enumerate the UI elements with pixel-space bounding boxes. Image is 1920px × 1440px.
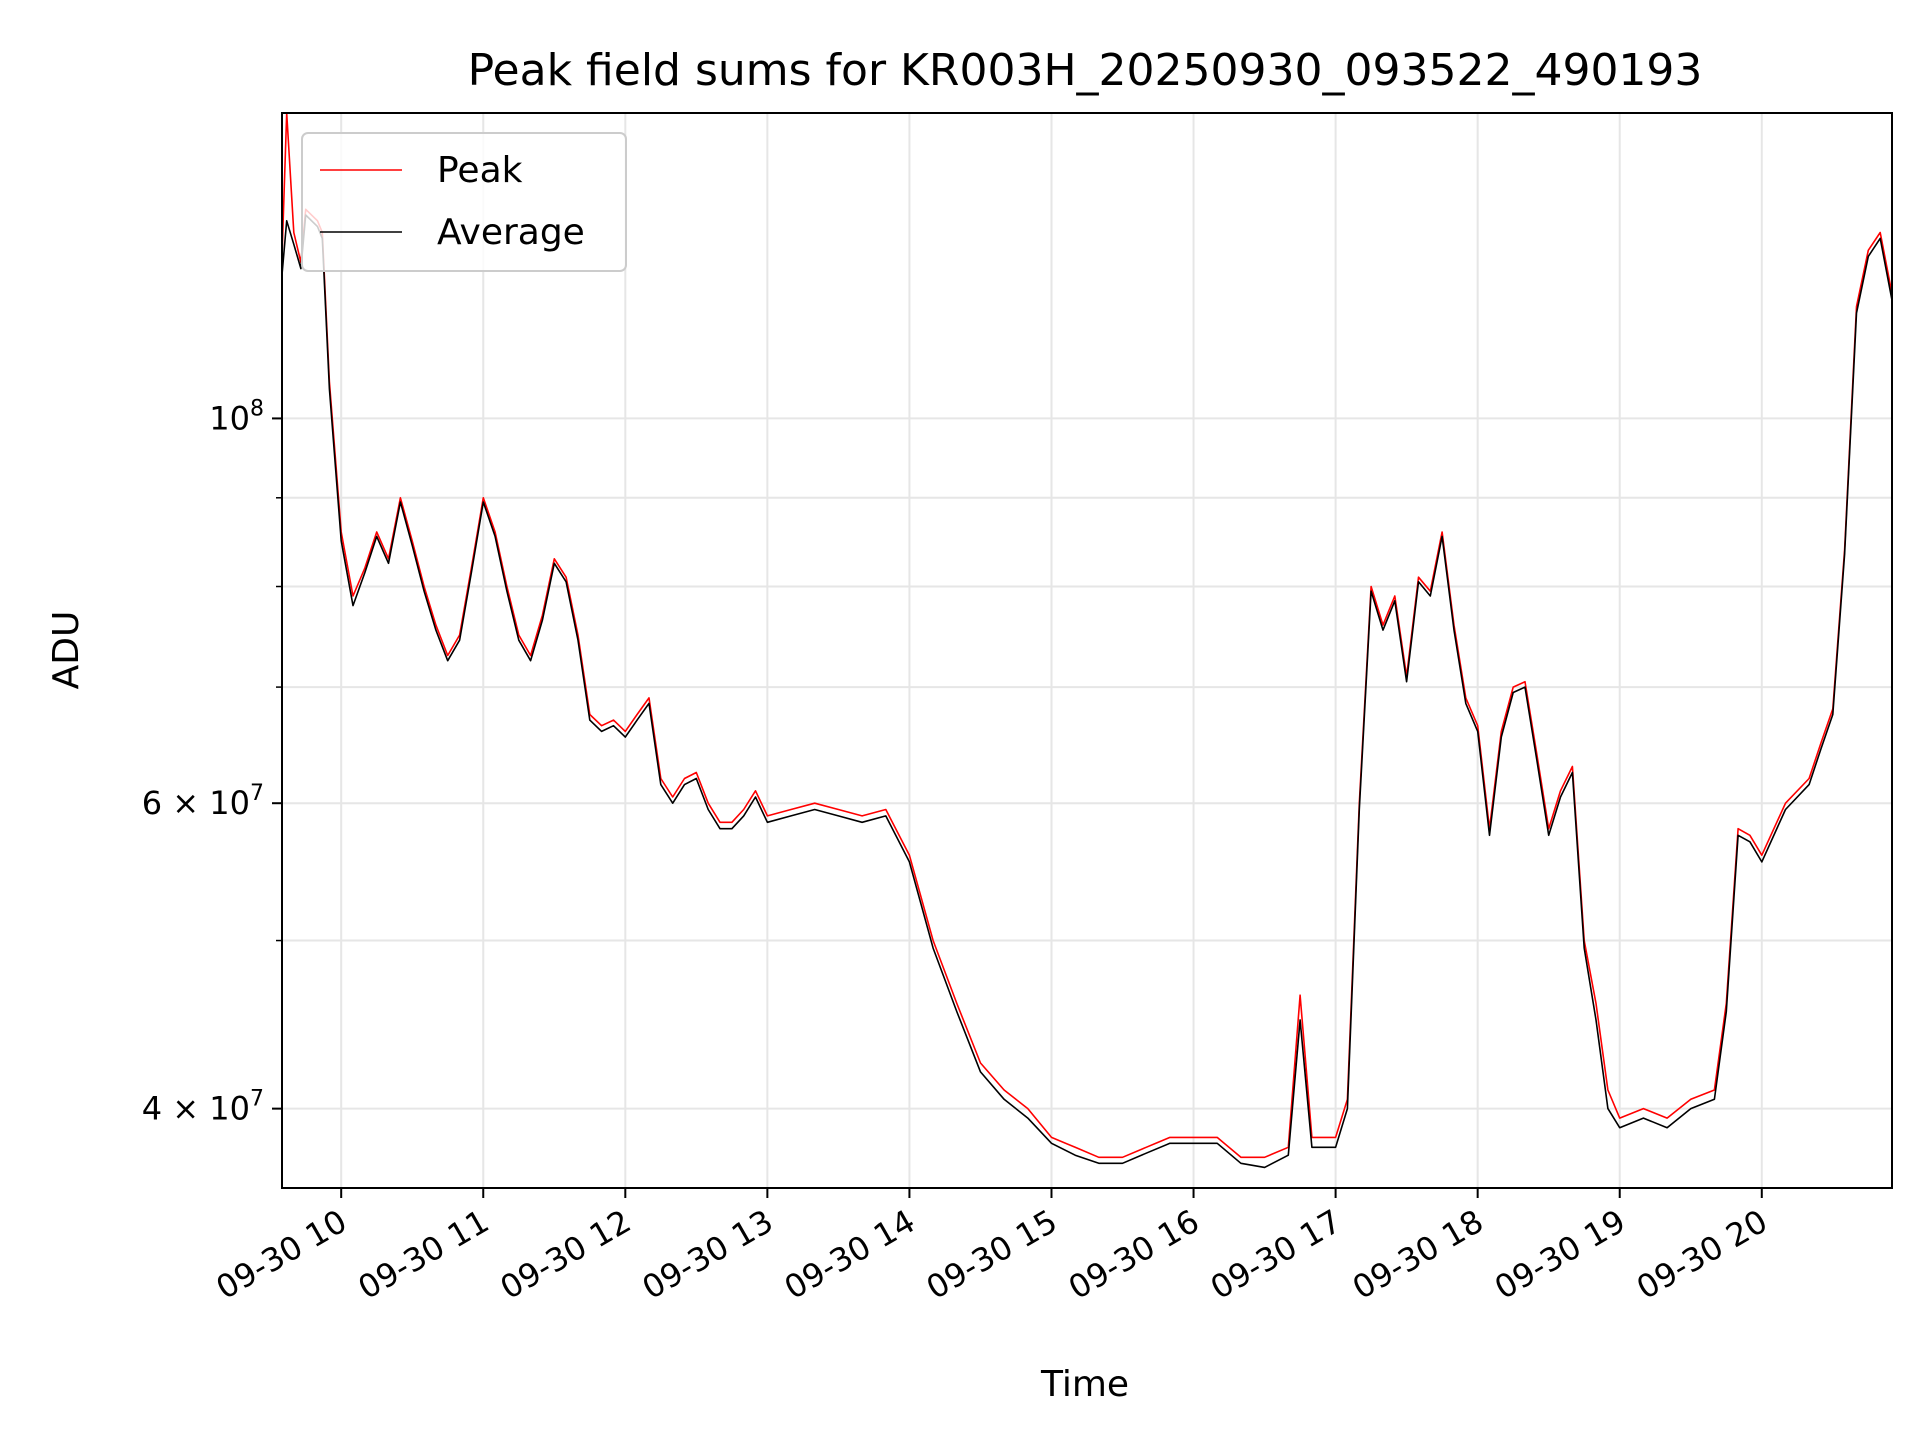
x-axis-label: Time (1040, 1364, 1129, 1405)
y-axis-label: ADU (46, 611, 87, 690)
legend-label-peak: Peak (437, 150, 523, 191)
legend: Peak Average (301, 132, 627, 272)
y-tick-label: 108 (209, 396, 264, 437)
series-layer (282, 113, 1892, 1169)
legend-box (301, 132, 627, 272)
chart-title: Peak field sums for KR003H_20250930_0935… (468, 45, 1703, 96)
y-tick-label: 4 × 107 (142, 1087, 264, 1128)
grid (282, 113, 1892, 1188)
y-tick-label: 6 × 107 (142, 781, 264, 822)
legend-label-average: Average (437, 212, 585, 253)
y-axis: 4 × 107 6 × 107 108 (142, 396, 282, 1128)
series-line-peak (282, 113, 1892, 1159)
plot-frame (281, 112, 1893, 1189)
series-line-average (282, 214, 1892, 1169)
